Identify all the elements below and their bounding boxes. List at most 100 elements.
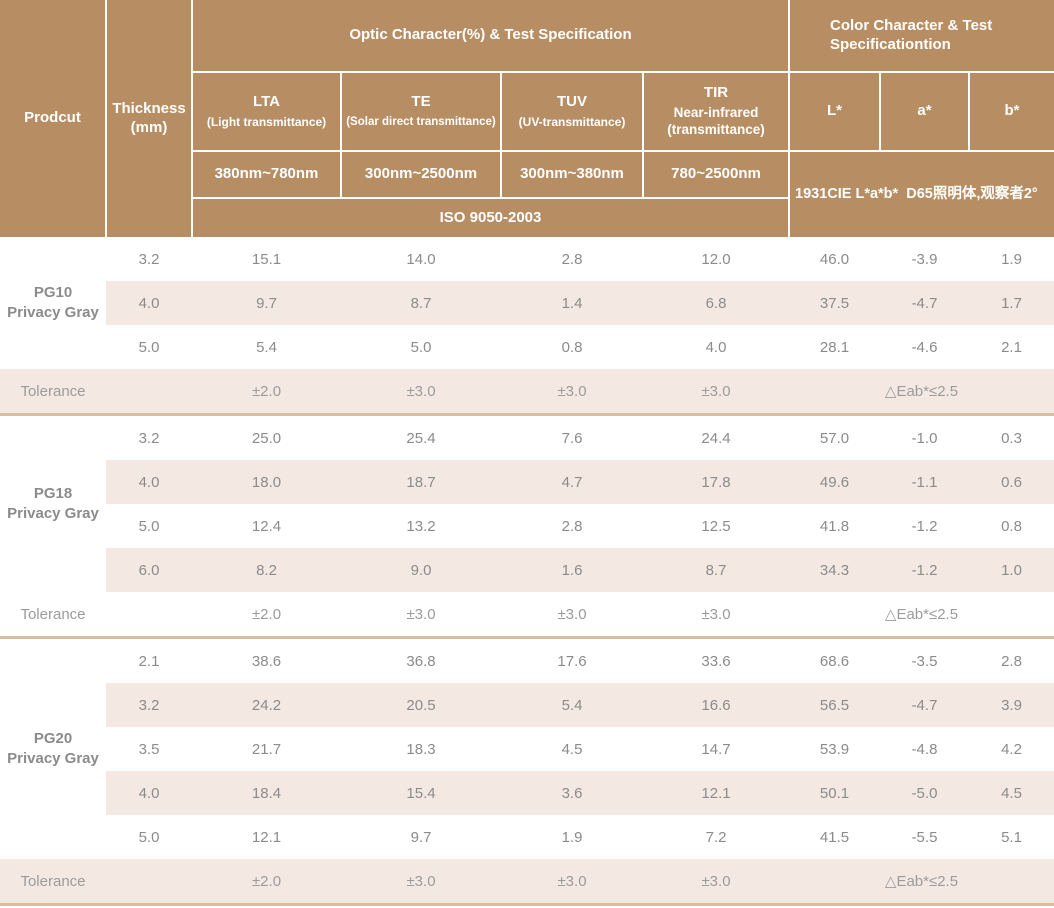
tir-tolerance: ±3.0 <box>643 592 789 636</box>
header-cie-note: 1931CIE L*a*b* D65照明体,观察者2° <box>790 152 1054 237</box>
lta-value: 24.2 <box>192 683 341 727</box>
bstar-value: 5.1 <box>969 815 1054 859</box>
lta-value: 5.4 <box>192 325 341 369</box>
header-col-te: TE (Solar direct transmittance) <box>342 73 500 150</box>
header-range-tir: 780~2500nm <box>644 152 788 197</box>
thickness-cell: 5.0 <box>106 325 192 369</box>
tuv-tolerance: ±3.0 <box>501 592 643 636</box>
tuv-value: 0.8 <box>501 325 643 369</box>
bstar-value: 2.8 <box>969 639 1054 683</box>
tuv-value: 1.9 <box>501 815 643 859</box>
data-row: PG18 Privacy Gray 3.2 25.0 25.4 7.6 24.4… <box>0 416 1054 592</box>
te-value: 18.3 <box>341 727 501 771</box>
tuv-value: 3.6 <box>501 771 643 815</box>
tir-value: 6.8 <box>643 281 789 325</box>
astar-value: -5.5 <box>880 815 969 859</box>
tuv-tolerance: ±3.0 <box>501 369 643 413</box>
lstar-value: 28.1 <box>789 325 880 369</box>
thickness-cell: 5.0 <box>106 504 192 548</box>
header-col-tir-abbr: TIR <box>703 84 729 102</box>
te-value: 25.4 <box>341 416 501 460</box>
header-col-lta: LTA (Light transmittance) <box>193 73 340 150</box>
spec-data-table: PG10 Privacy Gray 3.2 15.1 14.0 2.8 12.0… <box>0 237 1054 906</box>
data-row: 4.0 9.7 8.7 1.4 6.8 37.5 -4.7 1.7 <box>0 281 1054 325</box>
tolerance-label: Tolerance <box>0 859 106 903</box>
astar-value: -1.2 <box>880 504 969 548</box>
astar-value: -4.6 <box>880 325 969 369</box>
tolerance-label: Tolerance <box>0 369 106 413</box>
bstar-value: 2.1 <box>969 325 1054 369</box>
lta-value: 25.0 <box>192 416 341 460</box>
astar-value: -3.5 <box>880 639 969 683</box>
section-separator <box>0 903 1054 906</box>
thickness-cell: 4.0 <box>106 460 192 504</box>
lstar-value: 46.0 <box>789 237 880 281</box>
lta-value: 12.4 <box>192 504 341 548</box>
product-name: Privacy Gray <box>7 505 99 522</box>
data-row: 4.0 18.0 18.7 4.7 17.8 49.6 -1.1 0.6 <box>0 460 1054 504</box>
header-optic-title: Optic Character(%) & Test Specification <box>193 0 788 71</box>
lstar-value: 41.8 <box>789 504 880 548</box>
tolerance-label: Tolerance <box>0 592 106 636</box>
product-code: PG18 <box>33 484 73 502</box>
astar-value: -3.9 <box>880 237 969 281</box>
color-tolerance: △Eab*≤2.5 <box>789 369 1054 413</box>
thickness-cell: 4.0 <box>106 281 192 325</box>
bstar-value: 0.3 <box>969 416 1054 460</box>
separator-line <box>0 413 1054 416</box>
te-value: 15.4 <box>341 771 501 815</box>
tuv-value: 2.8 <box>501 504 643 548</box>
astar-value: -1.2 <box>880 548 969 592</box>
te-tolerance: ±3.0 <box>341 369 501 413</box>
thickness-cell: 6.0 <box>106 548 192 592</box>
thickness-cell: 4.0 <box>106 771 192 815</box>
lstar-value: 53.9 <box>789 727 880 771</box>
tuv-value: 4.5 <box>501 727 643 771</box>
te-tolerance: ±3.0 <box>341 592 501 636</box>
header-iso-note: ISO 9050-2003 <box>193 199 788 237</box>
tolerance-row: Tolerance ±2.0 ±3.0 ±3.0 ±3.0 △Eab*≤2.5 <box>0 859 1054 903</box>
lta-value: 8.2 <box>192 548 341 592</box>
tir-value: 17.8 <box>643 460 789 504</box>
astar-value: -4.7 <box>880 683 969 727</box>
thickness-cell: 3.2 <box>106 416 192 460</box>
lta-value: 18.0 <box>192 460 341 504</box>
astar-value: -1.1 <box>880 460 969 504</box>
header-color-title-line1: Color Character & Test <box>830 16 993 34</box>
tir-tolerance: ±3.0 <box>643 859 789 903</box>
color-tolerance: △Eab*≤2.5 <box>789 592 1054 636</box>
tir-value: 12.5 <box>643 504 789 548</box>
lta-value: 12.1 <box>192 815 341 859</box>
te-value: 36.8 <box>341 639 501 683</box>
lta-tolerance: ±2.0 <box>192 859 341 903</box>
product-code: PG10 <box>33 283 73 301</box>
lstar-value: 34.3 <box>789 548 880 592</box>
bstar-value: 1.0 <box>969 548 1054 592</box>
astar-value: -4.8 <box>880 727 969 771</box>
thickness-cell: 3.2 <box>106 237 192 281</box>
thickness-cell: 3.5 <box>106 727 192 771</box>
separator-line <box>0 636 1054 639</box>
lta-value: 38.6 <box>192 639 341 683</box>
te-value: 13.2 <box>341 504 501 548</box>
tuv-value: 5.4 <box>501 683 643 727</box>
thickness-cell: 5.0 <box>106 815 192 859</box>
lstar-value: 56.5 <box>789 683 880 727</box>
tir-value: 33.6 <box>643 639 789 683</box>
header-col-te-sub: (Solar direct transmittance) <box>346 116 496 129</box>
section-separator <box>0 413 1054 416</box>
lstar-value: 50.1 <box>789 771 880 815</box>
te-value: 8.7 <box>341 281 501 325</box>
lta-tolerance: ±2.0 <box>192 592 341 636</box>
te-tolerance: ±3.0 <box>341 859 501 903</box>
empty-cell <box>106 859 192 903</box>
lta-value: 9.7 <box>192 281 341 325</box>
tuv-value: 4.7 <box>501 460 643 504</box>
product-label: PG20 Privacy Gray <box>0 639 106 859</box>
te-value: 14.0 <box>341 237 501 281</box>
te-value: 20.5 <box>341 683 501 727</box>
thickness-cell: 3.2 <box>106 683 192 727</box>
tuv-value: 17.6 <box>501 639 643 683</box>
lta-value: 21.7 <box>192 727 341 771</box>
tuv-value: 7.6 <box>501 416 643 460</box>
